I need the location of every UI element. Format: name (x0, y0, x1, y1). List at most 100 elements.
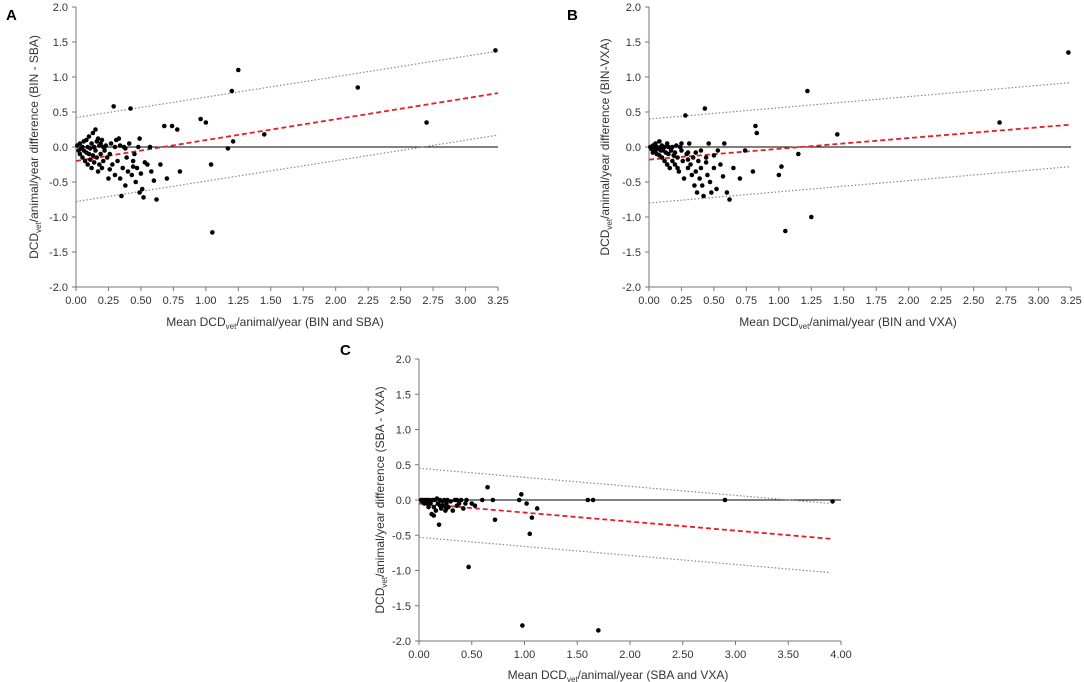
data-point (110, 162, 115, 167)
data-point (516, 497, 522, 503)
upper-limit-line (75, 50, 499, 119)
data-point (431, 513, 437, 518)
x-tick-label: 0.00 (638, 295, 659, 307)
x-axis-label: Mean DCDvet/animal/year (SBA and VXA) (508, 668, 729, 682)
data-point (93, 127, 98, 132)
data-point (80, 144, 85, 150)
x-tick-label: 1.50 (260, 295, 281, 307)
data-point (164, 176, 170, 181)
data-point (85, 162, 90, 167)
trend-line (418, 502, 831, 540)
data-point (664, 162, 670, 167)
data-point (428, 501, 433, 506)
y-tick-label: 2.0 (396, 354, 411, 366)
data-point (653, 141, 658, 146)
data-point (709, 190, 714, 195)
x-tick-label: 2.50 (672, 649, 693, 661)
data-point (686, 141, 692, 146)
x-tick-label: 3.00 (725, 649, 746, 661)
data-point (89, 165, 94, 171)
data-point (662, 144, 667, 150)
data-point (136, 144, 141, 150)
x-tick-label: 0.50 (703, 295, 724, 307)
data-point (130, 158, 136, 164)
y-tick-label: -1.5 (392, 601, 411, 613)
data-point (493, 48, 498, 53)
y-tick-label: 1.5 (626, 37, 641, 49)
y-tick-label: -0.5 (392, 530, 411, 542)
x-tick-label: 1.50 (567, 649, 588, 661)
x-tick-label: 0.75 (736, 295, 757, 307)
x-tick-label: 2.50 (963, 295, 984, 307)
data-point (134, 165, 140, 171)
y-tick-label: -0.5 (622, 177, 641, 189)
data-point (834, 132, 840, 137)
data-point (89, 141, 94, 146)
data-point (112, 144, 118, 150)
data-point (108, 141, 114, 146)
data-point (77, 151, 83, 157)
data-point (355, 85, 361, 90)
y-tick-label: 0.5 (626, 107, 641, 119)
data-point (590, 497, 596, 503)
data-point (754, 130, 760, 136)
x-tick-label: 1.00 (768, 295, 789, 307)
data-point (809, 214, 814, 220)
data-point (776, 172, 782, 178)
data-point (91, 144, 97, 150)
data-point (158, 162, 163, 167)
y-tick-label: 1.0 (626, 72, 641, 84)
data-point (664, 141, 670, 146)
data-point (711, 165, 717, 171)
y-tick-label: -2.0 (622, 282, 641, 294)
data-point (667, 165, 673, 171)
data-point (129, 172, 135, 178)
data-point (534, 506, 540, 511)
data-point (137, 136, 142, 141)
data-point (830, 499, 835, 504)
data-point (753, 123, 758, 129)
panel-b: B 2.0 1.5 1.0 0.5 0.0 -0.5 -1.0 -1.5 -2.00.00 0.25… (567, 2, 1082, 331)
data-point (95, 136, 101, 141)
data-point (87, 146, 93, 151)
data-point (84, 137, 89, 143)
data-point (102, 148, 107, 153)
data-point (138, 171, 144, 176)
data-point (596, 628, 601, 633)
data-point (95, 169, 101, 174)
data-point (137, 190, 142, 195)
x-tick-label: 0.25 (671, 295, 692, 307)
data-point (657, 139, 662, 144)
data-point (693, 169, 699, 174)
x-tick-label: 2.00 (898, 295, 919, 307)
data-point (123, 146, 128, 151)
x-tick-label: 3.25 (1060, 295, 1081, 307)
lower-limit-line (418, 536, 831, 574)
data-point (472, 503, 478, 508)
data-point (692, 183, 697, 188)
data-point (699, 183, 705, 188)
data-point (666, 151, 671, 157)
data-point (676, 169, 682, 174)
data-point (685, 165, 691, 171)
data-point (529, 515, 535, 520)
data-point (117, 143, 123, 148)
data-point (111, 104, 116, 109)
data-point (742, 148, 748, 153)
data-point (86, 134, 92, 139)
data-point (693, 150, 699, 155)
data-point (672, 150, 678, 155)
data-point (585, 497, 591, 503)
panel-c: C 2.0 1.5 1.0 0.5 0.0 -0.5 -1.0 -1.5 -2.00.00 0.50… (340, 342, 852, 682)
data-point (169, 123, 175, 129)
panel-letter: A (6, 7, 17, 24)
y-tick-label: 0.0 (53, 142, 68, 154)
data-point (124, 155, 129, 160)
data-point (668, 148, 674, 153)
data-point (727, 197, 732, 202)
y-tick-label: 0.5 (396, 460, 411, 472)
data-point (444, 506, 449, 511)
data-point (703, 155, 709, 160)
data-point (490, 497, 496, 503)
